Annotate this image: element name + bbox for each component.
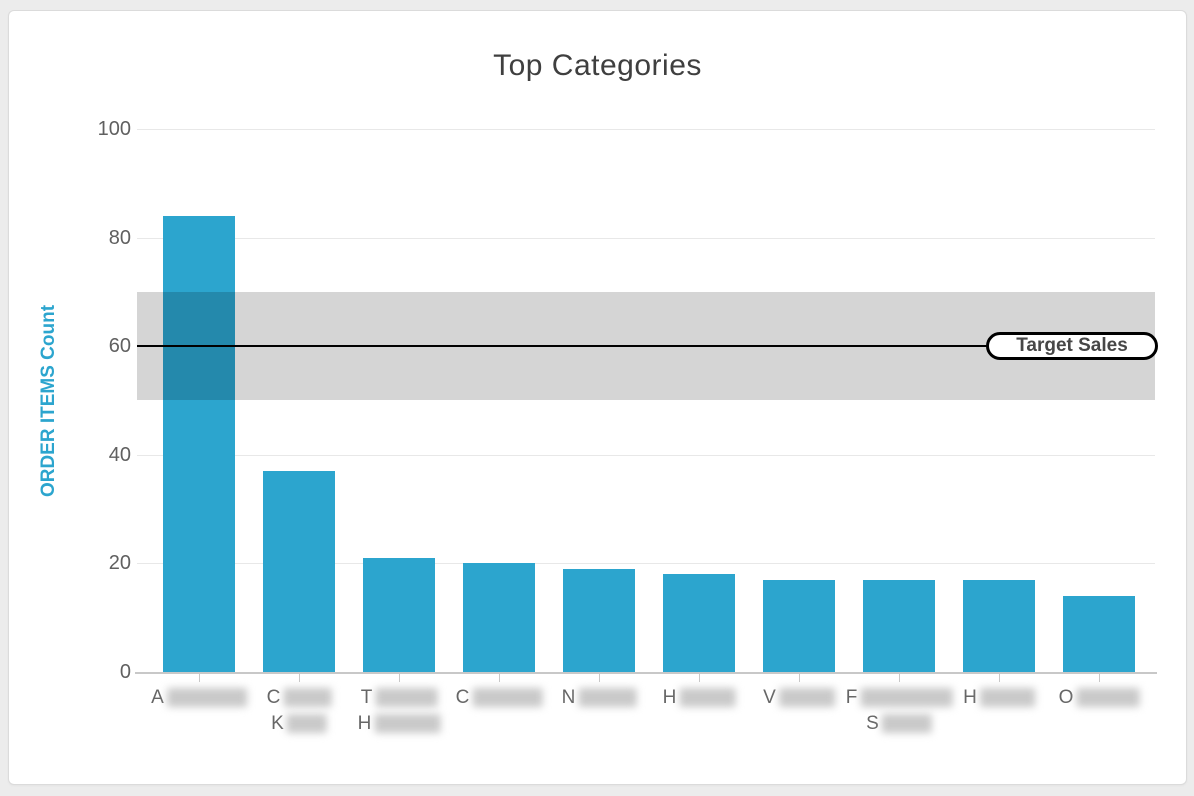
x-axis-label-line: H — [663, 685, 736, 711]
x-axis-label: N — [562, 685, 637, 711]
redacted-text — [1076, 688, 1140, 707]
redacted-text — [283, 688, 332, 707]
x-axis-tick — [1099, 674, 1100, 682]
y-tick-label: 60 — [108, 335, 131, 358]
x-axis-tick — [299, 674, 300, 682]
y-tick-label: 20 — [108, 552, 131, 575]
target-line — [137, 345, 1155, 348]
redacted-text — [374, 714, 441, 733]
bar[interactable] — [763, 579, 835, 672]
x-axis-tick — [599, 674, 600, 682]
x-axis-label: V — [763, 685, 835, 711]
y-gridline — [137, 455, 1155, 456]
x-axis-tick — [399, 674, 400, 682]
x-axis-label-visible-text: A — [151, 687, 164, 708]
x-axis-label-visible-text: H — [662, 687, 677, 708]
redacted-text — [286, 714, 327, 733]
redacted-text — [375, 688, 438, 707]
y-tick-label: 0 — [119, 661, 131, 683]
x-axis-tick — [699, 674, 700, 682]
x-axis-label-line: H — [358, 711, 441, 737]
y-tick-label: 100 — [97, 118, 131, 140]
x-axis-label-line: N — [562, 685, 637, 711]
redacted-text — [166, 688, 247, 707]
bar[interactable] — [463, 563, 535, 672]
x-axis-tick — [499, 674, 500, 682]
x-axis-label: H — [963, 685, 1035, 711]
x-axis-label-visible-text: C — [455, 687, 470, 708]
x-axis-line — [135, 672, 1157, 674]
bar[interactable] — [963, 579, 1035, 672]
bar[interactable] — [163, 215, 235, 672]
x-axis-label-visible-text: H — [963, 687, 977, 708]
redacted-text — [679, 688, 736, 707]
bar[interactable] — [563, 568, 635, 672]
bar[interactable] — [363, 557, 435, 672]
x-axis-label-visible-text: S — [866, 713, 879, 734]
redacted-text — [472, 688, 543, 707]
x-axis-label-line: K — [267, 711, 332, 737]
x-axis-tick — [199, 674, 200, 682]
bar[interactable] — [663, 574, 735, 672]
redacted-text — [860, 688, 953, 707]
x-axis-label-line: S — [846, 711, 953, 737]
x-axis-label-line: C — [456, 685, 543, 711]
x-axis-tick — [899, 674, 900, 682]
x-axis-label-visible-text: H — [357, 713, 372, 734]
chart-context-menu-button[interactable] — [1106, 59, 1144, 89]
bar[interactable] — [863, 579, 935, 672]
bar[interactable] — [263, 471, 335, 672]
redacted-text — [578, 688, 637, 707]
y-gridline — [137, 238, 1155, 239]
x-axis-label-visible-text: K — [271, 713, 284, 734]
x-axis-label: H — [663, 685, 736, 711]
x-axis-label: C — [456, 685, 543, 711]
y-tick-label: 80 — [108, 226, 131, 249]
chart-title: Top Categories — [493, 49, 702, 82]
y-axis-title: ORDER ITEMS Count — [38, 304, 59, 498]
x-axis-label-visible-text: O — [1058, 687, 1074, 708]
redacted-text — [778, 688, 835, 707]
x-axis-label-line: C — [267, 685, 332, 711]
target-sales-label: Target Sales — [986, 332, 1158, 360]
x-axis-label-line: F — [846, 685, 953, 711]
redacted-text — [881, 714, 932, 733]
x-axis-label: O — [1059, 685, 1140, 711]
x-axis-tick — [799, 674, 800, 682]
x-axis-label-line: T — [358, 685, 441, 711]
y-tick-label: 40 — [108, 443, 131, 466]
x-axis-label-visible-text: F — [845, 687, 858, 708]
redacted-text — [979, 688, 1035, 707]
x-axis-label-visible-text: N — [561, 687, 576, 708]
y-gridline — [137, 129, 1155, 130]
x-axis-label-visible-text: C — [266, 687, 281, 708]
x-axis-label-visible-text: T — [360, 687, 373, 708]
x-axis-tick — [999, 674, 1000, 682]
x-axis-label-line: V — [763, 685, 835, 711]
chart-card: Top Categories ORDER ITEMS Count 0 20 40 60… — [8, 10, 1187, 785]
x-axis-label: A — [151, 685, 247, 711]
x-axis-label-line: A — [151, 685, 247, 711]
x-axis-label-visible-text: V — [763, 687, 776, 708]
y-gridline — [137, 563, 1155, 564]
x-axis-label-line: O — [1059, 685, 1140, 711]
x-axis-label-line: H — [963, 685, 1035, 711]
bar[interactable] — [1063, 595, 1135, 672]
